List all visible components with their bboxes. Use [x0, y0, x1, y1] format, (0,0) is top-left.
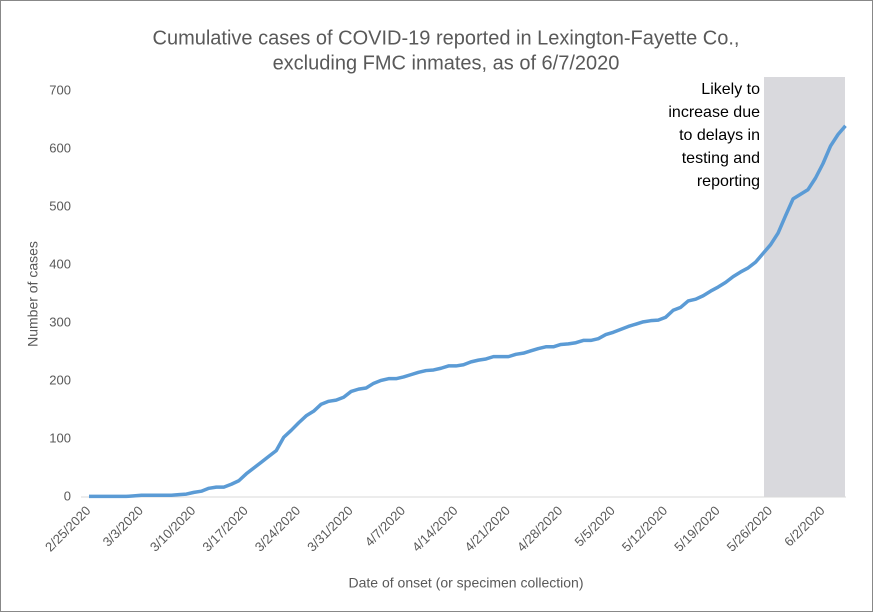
x-tick-label: 3/31/2020 [304, 503, 356, 555]
x-tick-label: 3/10/2020 [147, 503, 199, 555]
x-tick-label: 5/5/2020 [571, 503, 617, 549]
x-tick-label: 5/19/2020 [671, 503, 723, 555]
x-tick-label: 6/2/2020 [781, 503, 827, 549]
annotation: reporting [697, 173, 760, 190]
x-tick-label: 4/28/2020 [514, 503, 566, 555]
annotation: testing and [682, 150, 760, 167]
x-tick-label: 3/17/2020 [199, 503, 251, 555]
data-line [89, 124, 847, 499]
x-tick-label: 3/24/2020 [252, 503, 304, 555]
y-tick-label: 200 [49, 372, 71, 387]
x-tick-label: 4/7/2020 [362, 503, 408, 549]
x-axis-label: Date of onset (or specimen collection) [349, 575, 584, 591]
x-tick-label: 2/25/2020 [42, 503, 94, 555]
x-tick-label: 3/3/2020 [100, 503, 146, 549]
x-tick-label: 5/26/2020 [724, 503, 776, 555]
y-tick-label: 600 [49, 140, 71, 155]
annotation: increase due [668, 104, 760, 121]
y-axis-label: Number of cases [25, 241, 41, 347]
chart-title: excluding FMC inmates, as of 6/7/2020 [273, 52, 620, 74]
y-tick-label: 100 [49, 430, 71, 445]
y-tick-label: 0 [64, 488, 71, 503]
y-tick-label: 700 [49, 82, 71, 97]
x-tick-label: 5/12/2020 [619, 503, 671, 555]
chart-title: Cumulative cases of COVID-19 reported in… [153, 27, 740, 49]
x-tick-label: 4/21/2020 [461, 503, 513, 555]
y-tick-label: 500 [49, 198, 71, 213]
annotation: to delays in [679, 127, 760, 144]
y-tick-label: 300 [49, 314, 71, 329]
annotation: Likely to [701, 81, 760, 98]
y-tick-label: 400 [49, 256, 71, 271]
x-tick-label: 4/14/2020 [409, 503, 461, 555]
